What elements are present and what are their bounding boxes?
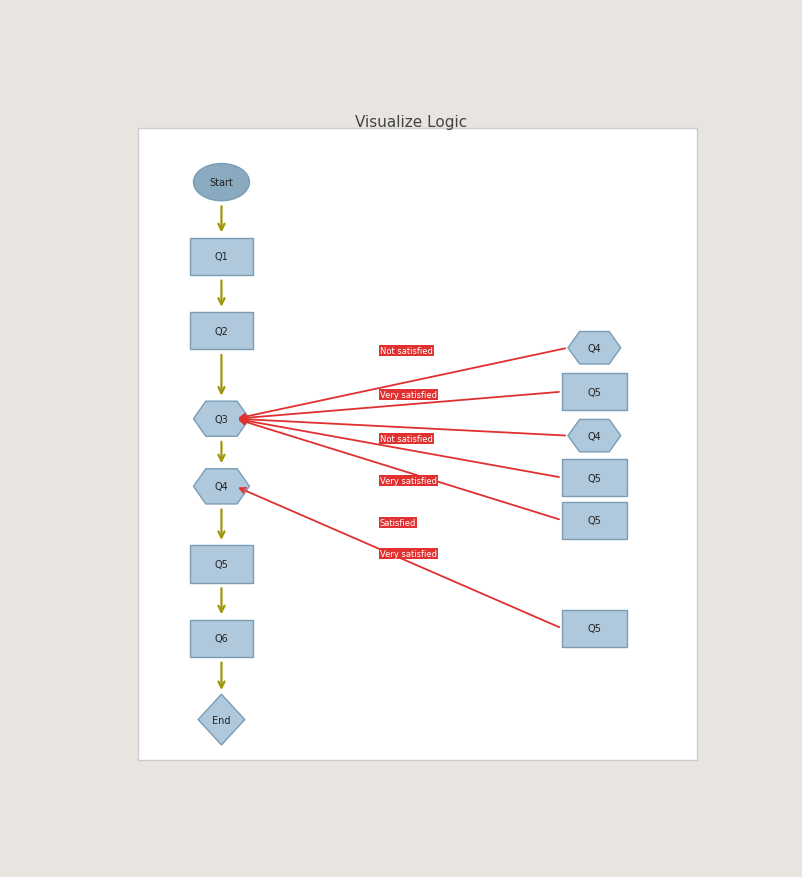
Text: Start: Start bbox=[209, 178, 233, 188]
FancyBboxPatch shape bbox=[561, 610, 627, 647]
Polygon shape bbox=[193, 402, 249, 437]
Text: Q4: Q4 bbox=[588, 344, 602, 353]
FancyBboxPatch shape bbox=[190, 620, 253, 657]
Text: Q5: Q5 bbox=[214, 560, 229, 569]
Text: Q2: Q2 bbox=[214, 326, 229, 337]
FancyBboxPatch shape bbox=[190, 239, 253, 275]
Text: Q4: Q4 bbox=[588, 431, 602, 441]
Text: Q1: Q1 bbox=[215, 253, 229, 262]
Polygon shape bbox=[193, 469, 249, 504]
Polygon shape bbox=[568, 420, 621, 453]
Text: Not satisfied: Not satisfied bbox=[380, 434, 433, 444]
FancyBboxPatch shape bbox=[190, 545, 253, 583]
Polygon shape bbox=[198, 695, 245, 745]
Text: Q4: Q4 bbox=[215, 481, 229, 492]
Polygon shape bbox=[568, 332, 621, 365]
Text: Q5: Q5 bbox=[587, 388, 602, 397]
Text: Not satisfied: Not satisfied bbox=[380, 346, 433, 355]
Text: Q3: Q3 bbox=[215, 414, 229, 424]
FancyBboxPatch shape bbox=[190, 313, 253, 350]
Text: Very satisfied: Very satisfied bbox=[380, 476, 437, 485]
Text: Q6: Q6 bbox=[215, 634, 229, 644]
Text: Very satisfied: Very satisfied bbox=[380, 390, 437, 399]
Ellipse shape bbox=[193, 164, 249, 202]
Text: Visualize Logic: Visualize Logic bbox=[355, 115, 467, 130]
Text: Satisfied: Satisfied bbox=[380, 519, 416, 528]
Text: Very satisfied: Very satisfied bbox=[380, 550, 437, 559]
FancyBboxPatch shape bbox=[561, 502, 627, 539]
Text: End: End bbox=[213, 715, 231, 724]
FancyBboxPatch shape bbox=[561, 460, 627, 496]
Text: Q5: Q5 bbox=[587, 516, 602, 525]
FancyBboxPatch shape bbox=[561, 374, 627, 410]
Text: Q5: Q5 bbox=[587, 624, 602, 633]
FancyBboxPatch shape bbox=[138, 129, 697, 760]
Text: Q5: Q5 bbox=[587, 473, 602, 483]
